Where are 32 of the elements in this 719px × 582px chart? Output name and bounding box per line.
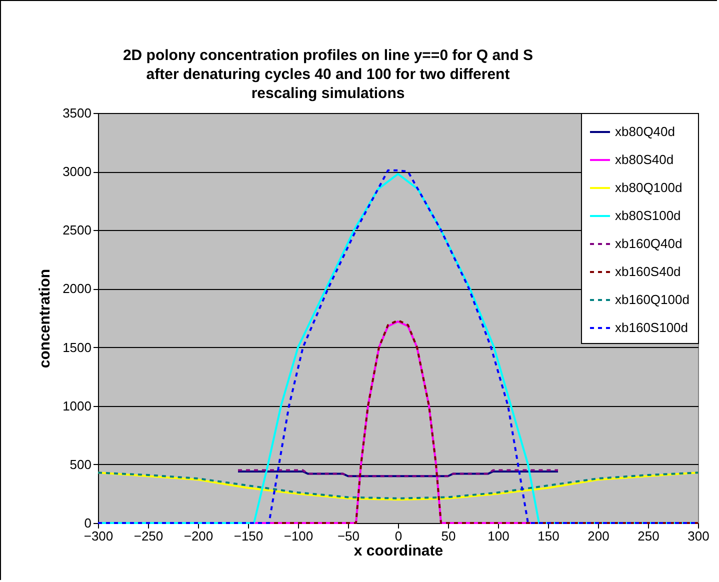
x-tick-label: 150 [538,528,560,544]
y-tick-label: 500 [70,456,92,472]
x-tick-label: −100 [284,528,314,544]
x-tick-label: −50 [337,528,360,544]
legend-label: xb160S40d [615,264,681,279]
legend-label: xb80S40d [615,152,674,167]
x-tick-label: −300 [84,528,114,544]
x-axis-title: x coordinate [354,542,444,560]
legend-label: xb160S100d [615,320,688,335]
x-tick-label: 50 [441,528,456,544]
y-tick-label: 1500 [62,340,92,355]
legend-label: xb80Q40d [615,124,675,139]
x-tick-label: −250 [134,528,164,544]
y-tick-label: 3000 [62,164,92,180]
legend-label: xb80Q100d [615,180,682,195]
y-axis-title: concentration [36,268,54,368]
y-tick-label: 2000 [62,281,92,296]
legend-label: xb160Q100d [615,292,690,307]
chart-title: 2D polony concentration profiles on line y==0 for Q and S after denaturing cycles 40 and 100 for two different rescaling simulations [122,47,534,102]
legend-label: xb80S100d [615,208,681,223]
x-tick-label: 300 [688,528,710,544]
y-tick-label: 2500 [62,222,92,238]
x-tick-label: 0 [394,528,402,544]
y-tick-label: 0 [84,516,92,530]
x-tick-label: 200 [588,528,610,544]
x-tick-label: −150 [234,528,264,544]
x-tick-label: 250 [638,528,660,544]
x-tick-label: −200 [184,528,214,544]
y-tick-label: 3500 [62,106,92,120]
x-tick-label: 100 [488,528,510,544]
y-tick-label: 1000 [62,398,92,414]
legend-label: xb160Q40d [615,236,682,251]
